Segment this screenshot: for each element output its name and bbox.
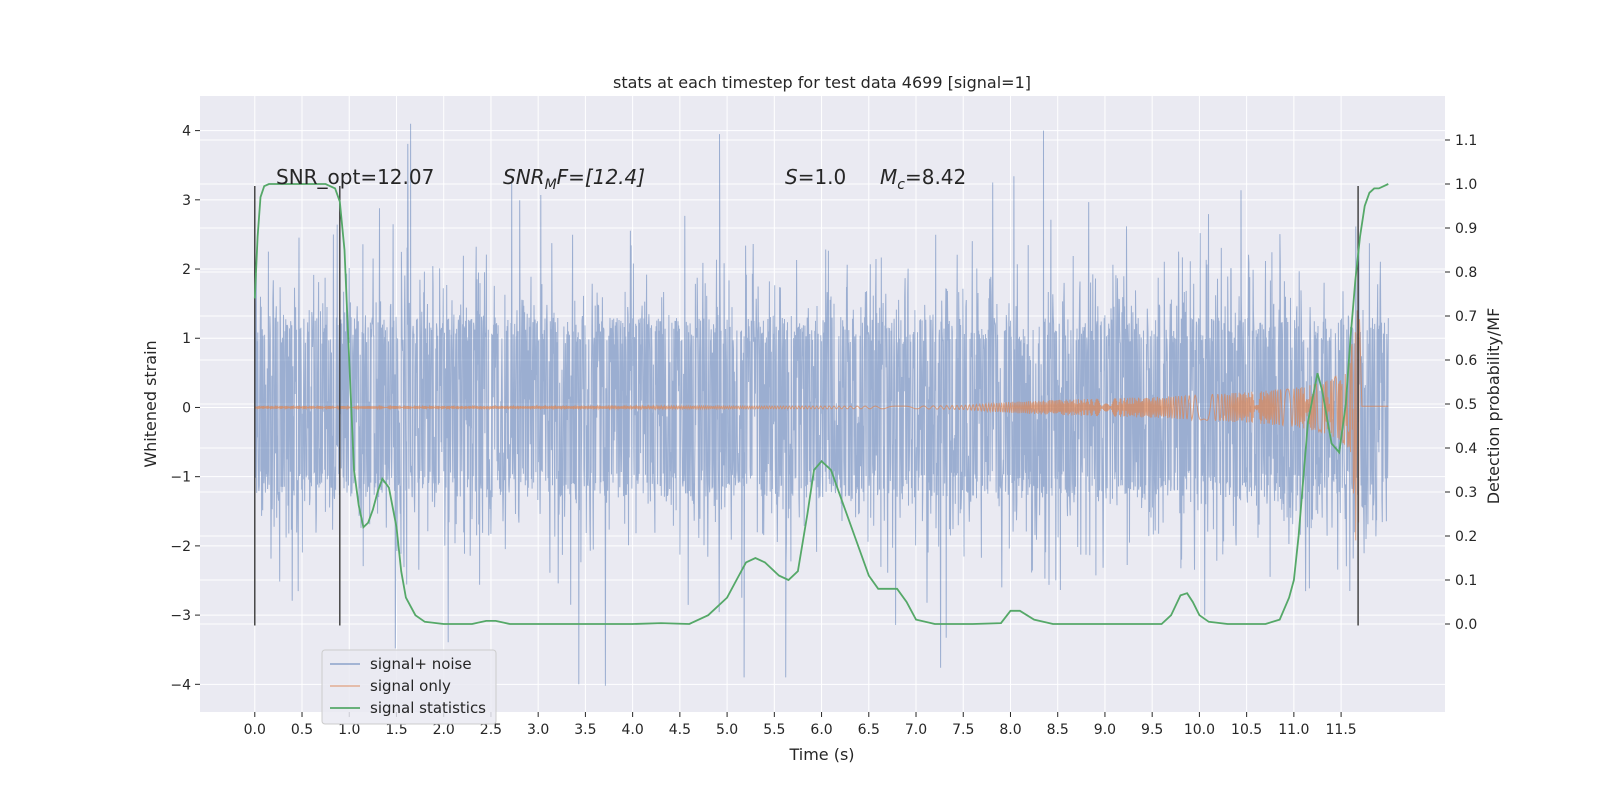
series-signal-statistics (253, 183, 1389, 625)
annotation-snr-mf-symbol: SNR (503, 165, 545, 189)
x-tick-label: 1.5 (385, 722, 407, 738)
series-signal-only (254, 309, 1389, 541)
right-axis-label: Detection probability/MF (1484, 308, 1503, 505)
right-tick-label: 1.1 (1455, 133, 1477, 149)
annotation-snr-mf: SNRMF=[12.4] (503, 165, 645, 193)
x-tick-label: 3.0 (527, 722, 549, 738)
x-tick-label: 2.5 (480, 722, 502, 738)
right-tick-label: 0.9 (1455, 221, 1477, 237)
legend-frame (321, 649, 497, 725)
left-axis-ticks: −4 −3 −2 −1 0 1 2 3 4 (170, 124, 200, 693)
x-tick-label: 9.5 (1141, 722, 1163, 738)
annotation-s: S=1.0 (785, 165, 846, 189)
right-tick-label: 0.8 (1455, 265, 1477, 281)
x-tick-label: 5.5 (763, 722, 785, 738)
x-tick-label: 11.0 (1278, 722, 1309, 738)
x-tick-label: 1.0 (338, 722, 360, 738)
annotation-mc-symbol: M (880, 165, 897, 189)
x-tick-label: 4.5 (669, 722, 691, 738)
plot-layer (253, 123, 1389, 686)
right-tick-label: 0.3 (1455, 485, 1477, 501)
x-tick-label: 7.5 (952, 722, 974, 738)
left-tick-label: 0 (182, 400, 191, 416)
x-tick-label: 6.5 (858, 722, 880, 738)
x-tick-label: 0.5 (291, 722, 313, 738)
x-tick-label: 9.0 (1094, 722, 1116, 738)
x-tick-label: 2.0 (433, 722, 455, 738)
annotation-mc: Mc=8.42 (880, 165, 966, 193)
left-tick-label: 3 (182, 193, 191, 209)
annotation-mc-subscript: c (897, 177, 905, 193)
chart-title: stats at each timestep for test data 469… (613, 73, 1031, 92)
left-tick-label: −2 (170, 539, 191, 555)
x-axis-label: Time (s) (788, 745, 854, 764)
left-tick-label: −4 (170, 677, 191, 693)
right-axis-ticks: 0.0 0.1 0.2 0.3 0.4 0.5 0.6 0.7 0.8 0.9 1.0 1.1 (1445, 133, 1477, 633)
annotation-s-value: =1.0 (798, 165, 847, 189)
annotation-mc-value: =8.42 (905, 165, 966, 189)
right-tick-label: 1.0 (1455, 177, 1477, 193)
x-tick-label: 8.0 (999, 722, 1021, 738)
x-tick-label: 5.0 (716, 722, 738, 738)
annotation-snr-opt: SNR_opt=12.07 (276, 165, 434, 189)
left-tick-label: −1 (170, 470, 191, 486)
x-tick-label: 8.5 (1047, 722, 1069, 738)
left-tick-label: −3 (170, 608, 191, 624)
annotation-snr-mf-value: F=[12.4] (557, 165, 645, 189)
right-tick-label: 0.6 (1455, 353, 1477, 369)
legend-label-signal-noise: signal+ noise (370, 655, 472, 673)
x-tick-label: 0.0 (244, 722, 266, 738)
left-tick-label: 2 (182, 262, 191, 278)
legend-label-signal-statistics: signal statistics (370, 699, 486, 717)
left-tick-label: 1 (182, 331, 191, 347)
x-tick-label: 11.5 (1326, 722, 1357, 738)
x-tick-label: 10.5 (1231, 722, 1262, 738)
right-tick-label: 0.4 (1455, 441, 1477, 457)
right-tick-label: 0.7 (1455, 309, 1477, 325)
right-tick-label: 0.0 (1455, 617, 1477, 633)
right-tick-label: 0.2 (1455, 529, 1477, 545)
x-tick-label: 7.0 (905, 722, 927, 738)
left-axis-label: Whitened strain (141, 340, 160, 467)
x-tick-label: 6.0 (810, 722, 832, 738)
x-tick-label: 4.0 (621, 722, 643, 738)
left-tick-label: 4 (182, 124, 191, 140)
x-tick-label: 3.5 (574, 722, 596, 738)
annotation-snr-mf-subscript: M (545, 177, 557, 193)
series-signal-noise (254, 123, 1389, 686)
x-axis-ticks: 0.0 0.5 1.0 1.5 2.0 2.5 3.0 3.5 4.0 4.5 5.0 5.5 6.0 6… (244, 712, 1357, 738)
right-tick-label: 0.5 (1455, 397, 1477, 413)
legend: signal+ noise signal only signal statist… (321, 649, 497, 725)
legend-label-signal-only: signal only (370, 677, 451, 695)
right-tick-label: 0.1 (1455, 573, 1477, 589)
x-tick-label: 10.0 (1184, 722, 1215, 738)
annotation-s-symbol: S (785, 165, 798, 189)
